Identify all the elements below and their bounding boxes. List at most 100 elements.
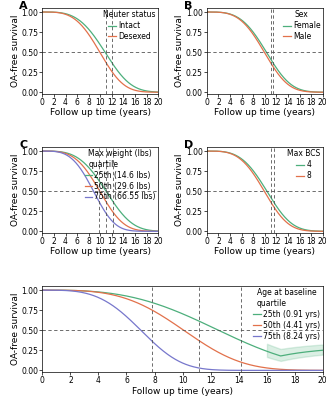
75th (66.55 lbs) <box>140 229 144 234</box>
Desexed <box>48 10 52 14</box>
25th (0.91 yrs) <box>58 288 62 293</box>
Line: 8: 8 <box>207 151 323 231</box>
Desexed <box>40 10 44 14</box>
25th (14.6 lbs) <box>111 199 115 204</box>
75th (8.24 yrs) <box>282 368 286 373</box>
Line: 75th (8.24 yrs): 75th (8.24 yrs) <box>42 290 323 370</box>
4 <box>272 200 276 205</box>
75th (8.24 yrs) <box>321 368 325 373</box>
25th (0.91 yrs) <box>321 348 325 353</box>
50th (4.41 yrs) <box>58 288 62 292</box>
50th (29.6 lbs) <box>128 225 132 230</box>
8 <box>272 205 276 210</box>
Female <box>205 10 209 14</box>
50th (29.6 lbs) <box>48 149 52 154</box>
Line: Female: Female <box>207 12 323 92</box>
25th (0.91 yrs) <box>253 344 257 349</box>
50th (4.41 yrs) <box>282 367 286 372</box>
50th (29.6 lbs) <box>108 205 111 210</box>
4 <box>279 210 283 214</box>
4 <box>275 205 279 210</box>
Female <box>305 89 309 94</box>
Female <box>275 67 279 72</box>
75th (8.24 yrs) <box>253 368 257 373</box>
4 <box>205 149 209 154</box>
50th (29.6 lbs) <box>114 214 118 219</box>
75th (66.55 lbs) <box>114 222 118 227</box>
25th (0.91 yrs) <box>40 288 44 292</box>
Text: A: A <box>19 1 28 11</box>
Line: Desexed: Desexed <box>42 12 158 92</box>
50th (4.41 yrs) <box>253 364 257 368</box>
Desexed <box>108 66 111 71</box>
Line: 75th (66.55 lbs): 75th (66.55 lbs) <box>42 151 158 231</box>
Intact <box>48 10 52 14</box>
Text: D: D <box>184 140 193 150</box>
Line: 50th (29.6 lbs): 50th (29.6 lbs) <box>42 151 158 231</box>
Text: C: C <box>19 140 27 150</box>
Male <box>305 89 309 94</box>
Y-axis label: OA-free survival: OA-free survival <box>11 154 20 226</box>
Desexed <box>140 89 144 94</box>
4 <box>305 228 309 232</box>
Y-axis label: OA-free survival: OA-free survival <box>175 15 184 87</box>
75th (66.55 lbs) <box>128 228 132 233</box>
4 <box>212 149 216 154</box>
Line: 25th (14.6 lbs): 25th (14.6 lbs) <box>42 151 158 231</box>
Male <box>212 10 216 14</box>
Y-axis label: OA-free survival: OA-free survival <box>11 15 20 87</box>
25th (0.91 yrs) <box>211 325 215 330</box>
Intact <box>111 62 115 66</box>
4 <box>293 223 297 228</box>
25th (14.6 lbs) <box>156 229 160 234</box>
75th (8.24 yrs) <box>58 288 62 293</box>
8 <box>305 228 309 233</box>
50th (4.41 yrs) <box>203 342 207 347</box>
Text: B: B <box>184 1 192 11</box>
50th (4.41 yrs) <box>321 368 325 373</box>
50th (4.41 yrs) <box>40 288 44 292</box>
75th (66.55 lbs) <box>156 229 160 234</box>
8 <box>205 149 209 154</box>
Line: 50th (4.41 yrs): 50th (4.41 yrs) <box>42 290 323 370</box>
Line: Male: Male <box>207 12 323 92</box>
X-axis label: Follow up time (years): Follow up time (years) <box>50 108 151 118</box>
50th (29.6 lbs) <box>156 229 160 234</box>
25th (14.6 lbs) <box>40 149 44 154</box>
8 <box>293 225 297 230</box>
X-axis label: Follow up time (years): Follow up time (years) <box>214 248 315 256</box>
25th (14.6 lbs) <box>114 204 118 209</box>
Intact <box>114 66 118 71</box>
X-axis label: Follow up time (years): Follow up time (years) <box>214 108 315 118</box>
Y-axis label: OA-free survival: OA-free survival <box>11 293 20 365</box>
Female <box>279 72 283 76</box>
Intact <box>140 88 144 92</box>
Line: 25th (0.91 yrs): 25th (0.91 yrs) <box>42 290 323 356</box>
25th (14.6 lbs) <box>128 220 132 224</box>
Desexed <box>128 86 132 91</box>
25th (14.6 lbs) <box>48 149 52 154</box>
Male <box>272 66 276 71</box>
4 <box>321 229 325 234</box>
Intact <box>40 10 44 14</box>
75th (66.55 lbs) <box>40 149 44 154</box>
X-axis label: Follow up time (years): Follow up time (years) <box>132 386 233 396</box>
75th (66.55 lbs) <box>48 149 52 154</box>
Line: 4: 4 <box>207 151 323 231</box>
8 <box>321 229 325 234</box>
Legend: Female, Male: Female, Male <box>282 10 321 42</box>
Male <box>279 75 283 80</box>
X-axis label: Follow up time (years): Follow up time (years) <box>50 248 151 256</box>
Intact <box>156 90 160 94</box>
50th (29.6 lbs) <box>40 149 44 154</box>
Desexed <box>111 70 115 75</box>
50th (29.6 lbs) <box>111 209 115 214</box>
25th (14.6 lbs) <box>140 226 144 231</box>
25th (0.91 yrs) <box>282 353 286 358</box>
50th (4.41 yrs) <box>211 347 215 352</box>
75th (8.24 yrs) <box>219 368 223 372</box>
Male <box>205 10 209 14</box>
Legend: 25th (0.91 yrs), 50th (4.41 yrs), 75th (8.24 yrs): 25th (0.91 yrs), 50th (4.41 yrs), 75th (… <box>253 288 321 341</box>
Male <box>293 86 297 91</box>
Female <box>272 62 276 67</box>
